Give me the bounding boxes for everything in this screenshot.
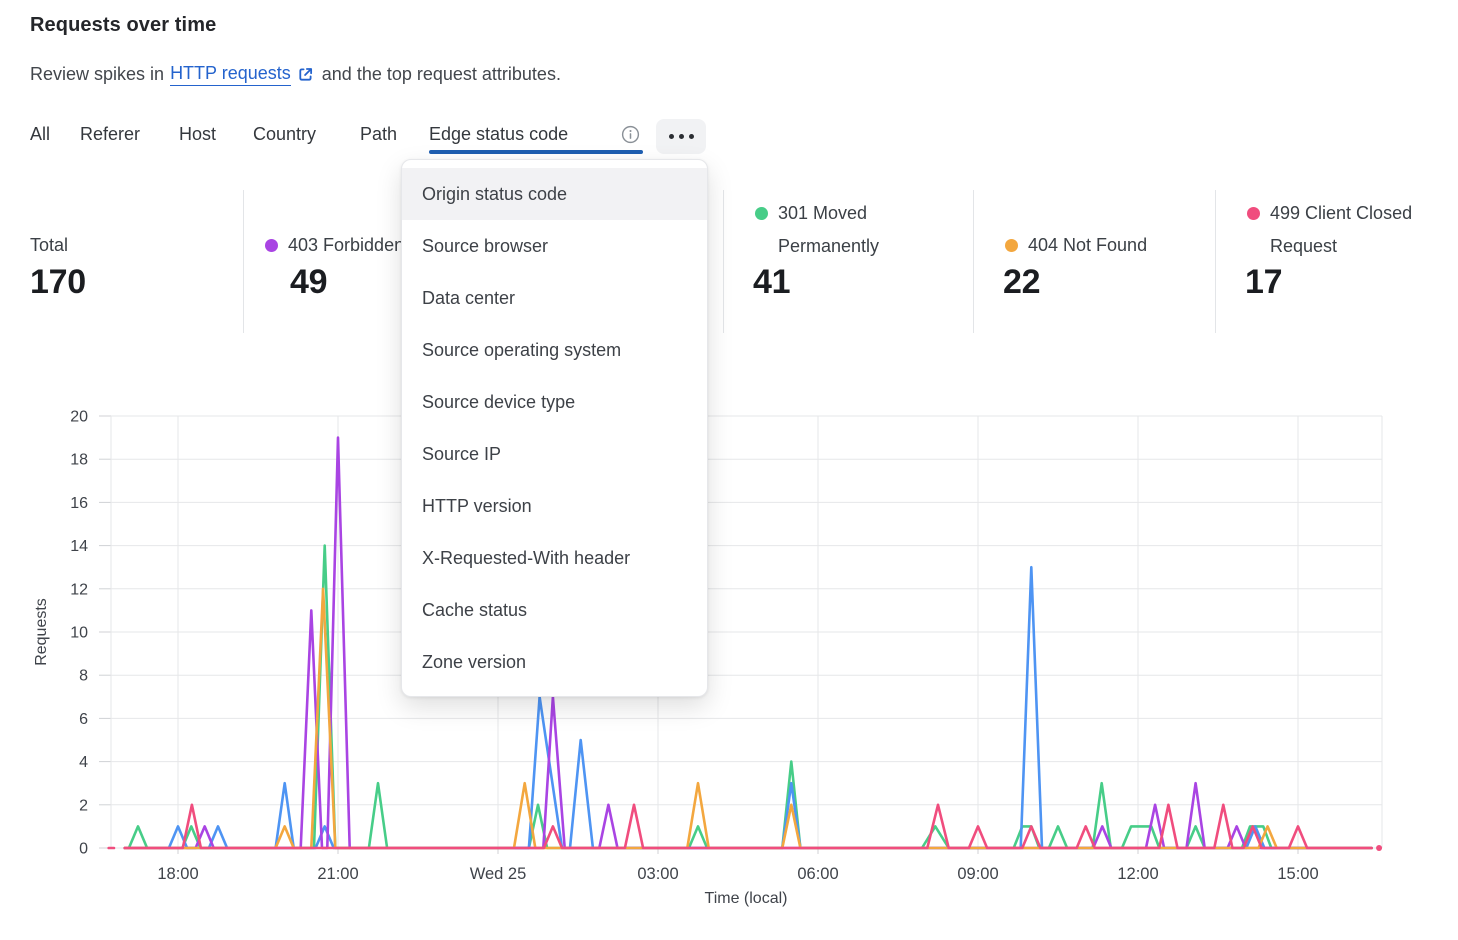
- x-tick-label: 12:00: [1117, 865, 1158, 883]
- tab-host[interactable]: Host: [179, 124, 217, 144]
- ellipsis-dot: [678, 134, 684, 139]
- y-tick-label: 10: [70, 625, 88, 642]
- stat-499-value: 17: [1245, 263, 1283, 301]
- stat-total-label: Total: [30, 235, 69, 255]
- x-tick-label: 18:00: [157, 865, 198, 883]
- menu-item-source-operating-system[interactable]: Source operating system: [422, 339, 622, 360]
- stat-divider: [1215, 190, 1216, 333]
- y-tick-label: 0: [79, 841, 88, 858]
- stat-301-value: 41: [753, 263, 791, 301]
- y-tick-label: 4: [79, 754, 88, 771]
- y-tick-label: 6: [79, 711, 88, 728]
- legend-dot-499: [1247, 207, 1260, 220]
- y-tick-label: 14: [70, 538, 88, 555]
- y-tick-label: 20: [70, 409, 88, 426]
- stat-301-label: 301 Moved Permanently: [778, 203, 880, 256]
- y-tick-label: 8: [79, 668, 88, 685]
- y-tick-label: 16: [70, 495, 88, 512]
- menu-item-x-requested-with-header[interactable]: X-Requested-With header: [422, 547, 631, 568]
- stat-divider: [973, 190, 974, 333]
- y-tick-label: 18: [70, 452, 88, 469]
- active-tab-underline: [429, 150, 643, 154]
- page-subtitle: Review spikes in HTTP requests and the t…: [30, 63, 561, 86]
- x-tick-label: 06:00: [797, 865, 838, 883]
- tab-edge-status-code[interactable]: Edge status code: [429, 124, 569, 144]
- menu-item-source-browser[interactable]: Source browser: [422, 235, 549, 256]
- x-axis-title: Time (local): [705, 890, 788, 907]
- subtitle-text-prefix: Review spikes in: [30, 64, 165, 84]
- menu-item-source-ip[interactable]: Source IP: [422, 443, 502, 464]
- external-link-icon: [297, 66, 314, 83]
- stat-403-value: 49: [290, 263, 328, 301]
- legend-dot-404: [1005, 239, 1018, 252]
- tab-referer[interactable]: Referer: [80, 124, 141, 144]
- series-line: [123, 544, 1373, 850]
- x-tick-label: Wed 25: [470, 865, 527, 883]
- legend-dot-403: [265, 239, 278, 252]
- ellipsis-dot: [688, 134, 694, 139]
- tab-path[interactable]: Path: [360, 124, 398, 144]
- y-tick-label: 12: [70, 581, 88, 598]
- more-tabs-button[interactable]: [656, 119, 706, 154]
- series-line: [123, 436, 1373, 850]
- stat-499-label: 499 Client Closed Request: [1270, 203, 1413, 256]
- legend-dot-301: [755, 207, 768, 220]
- stat-404-label: 404 Not Found: [1028, 235, 1148, 255]
- menu-item-cache-status[interactable]: Cache status: [422, 599, 528, 620]
- menu-item-data-center[interactable]: Data center: [422, 287, 516, 308]
- stat-divider: [723, 190, 724, 333]
- y-tick-label: 2: [79, 797, 88, 814]
- tab-country[interactable]: Country: [253, 124, 317, 144]
- x-tick-label: 03:00: [637, 865, 678, 883]
- http-requests-link[interactable]: HTTP requests: [170, 63, 291, 86]
- series-line: [123, 803, 1373, 850]
- menu-item-http-version[interactable]: HTTP version: [422, 495, 532, 516]
- menu-item-origin-status-code[interactable]: Origin status code: [402, 168, 707, 220]
- stat-403-label: 403 Forbidden: [288, 235, 405, 255]
- attribute-dropdown-menu: Origin status code Source browser Data c…: [401, 159, 708, 697]
- x-tick-label: 21:00: [317, 865, 358, 883]
- x-tick-label: 09:00: [957, 865, 998, 883]
- y-axis-title: Requests: [33, 598, 50, 666]
- tab-all[interactable]: All: [30, 124, 51, 144]
- subtitle-text-suffix: and the top request attributes.: [321, 64, 561, 84]
- ellipsis-dot: [668, 134, 674, 139]
- series-end-dot: [1376, 845, 1383, 851]
- stat-total-value: 170: [30, 263, 86, 301]
- stat-404-value: 22: [1003, 263, 1041, 301]
- info-icon[interactable]: [621, 125, 640, 144]
- x-tick-label: 15:00: [1277, 865, 1318, 883]
- menu-item-zone-version[interactable]: Zone version: [422, 651, 527, 672]
- menu-item-source-device-type[interactable]: Source device type: [422, 391, 576, 412]
- page-title: Requests over time: [30, 14, 217, 36]
- stat-divider: [243, 190, 244, 333]
